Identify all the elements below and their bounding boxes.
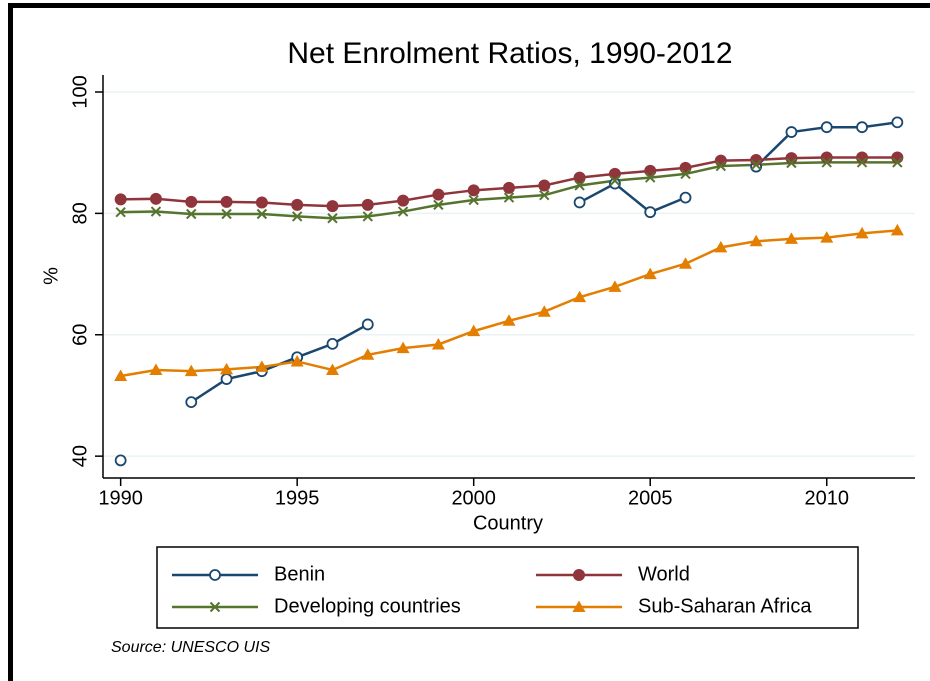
marker [679,191,692,204]
marker [573,196,586,209]
frame-left [8,3,13,681]
marker [573,290,587,303]
source-note: Source: UNESCO UIS [111,639,270,656]
marker [467,184,480,197]
y-tick-label: 80 [69,202,91,224]
marker [679,161,692,174]
marker [539,189,550,201]
marker [326,337,339,350]
marker [785,126,798,138]
marker [115,206,126,218]
marker [397,206,409,217]
marker [433,199,444,211]
marker [784,232,798,244]
marker [644,206,657,219]
marker [327,213,338,224]
marker [114,454,127,467]
marker [750,159,762,171]
marker [184,364,198,377]
marker [890,223,904,236]
marker [149,192,162,205]
marker [643,267,657,280]
marker [608,280,622,292]
marker [467,324,481,337]
legend-label: Developing countries [274,595,461,617]
marker [431,337,445,350]
marker [361,198,374,211]
y-tick-label: 60 [69,324,91,346]
legend-marker [572,600,586,612]
marker [432,188,445,201]
marker [855,226,869,239]
marker [397,194,410,207]
y-tick-label: 100 [69,75,91,108]
marker [362,211,373,222]
marker [291,211,303,222]
legend-box [156,546,859,629]
marker [538,179,551,192]
marker [220,362,234,375]
marker [714,154,727,167]
marker [361,348,375,360]
marker [185,195,198,208]
marker [220,195,233,208]
marker [609,175,621,186]
legend-marker [209,601,221,613]
x-axis-title: Country [473,512,543,534]
marker [749,234,763,247]
marker [573,171,586,184]
marker [255,360,269,372]
marker [290,354,304,367]
marker [291,198,304,211]
marker [468,194,479,206]
legend-label: Benin [274,563,325,585]
marker [503,192,515,203]
marker [821,157,832,168]
marker [645,172,656,183]
legend-marker [573,569,585,581]
marker [221,208,232,220]
marker [255,196,268,209]
marker [114,193,127,206]
legend-marker [209,569,221,581]
marker [856,157,868,168]
frame-top [8,3,930,8]
marker [892,157,903,168]
marker [149,363,163,375]
marker [186,208,197,220]
marker [715,160,727,172]
marker [185,396,198,409]
marker [150,206,162,217]
marker [326,200,339,213]
marker [786,157,797,169]
marker [820,121,833,134]
marker [503,181,515,194]
marker [680,168,691,180]
marker [891,116,904,129]
marker [114,369,128,382]
marker [537,305,551,317]
marker [820,231,834,243]
marker [396,341,410,354]
x-tick-label: 2005 [628,487,673,509]
x-tick-label: 1990 [98,487,143,509]
marker [714,240,728,253]
marker [325,363,339,375]
marker [856,121,868,134]
x-tick-label: 1995 [275,487,320,509]
x-tick-label: 2000 [451,487,496,509]
x-tick-label: 2010 [804,487,849,509]
marker [220,373,233,385]
y-tick-label: 40 [69,445,91,467]
marker [574,180,585,191]
chart-title: Net Enrolment Ratios, 1990-2012 [287,37,732,70]
marker [256,208,268,220]
marker [679,257,693,269]
marker [361,318,374,331]
marker [502,314,516,326]
y-axis-title: % [40,267,62,285]
legend-label: World [638,563,690,585]
legend-label: Sub-Saharan Africa [638,595,812,617]
